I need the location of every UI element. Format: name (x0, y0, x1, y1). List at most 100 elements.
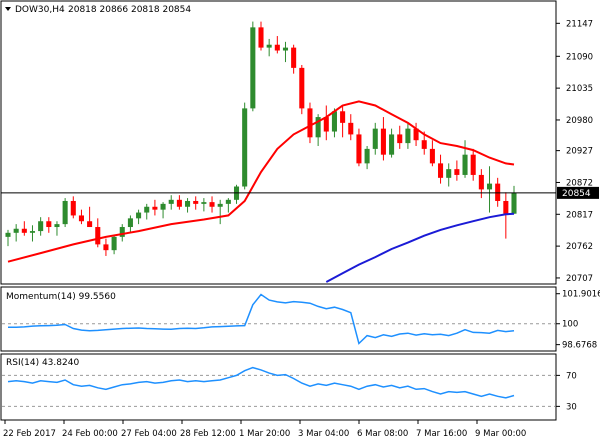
candle (70, 196, 76, 219)
candle (185, 198, 191, 213)
candle-body (152, 206, 158, 210)
x-tick-label: 9 Mar 00:00 (475, 429, 526, 439)
candle-body (348, 122, 354, 135)
candle-body (307, 108, 313, 138)
candle-body (13, 228, 19, 233)
x-tick-label: 1 Mar 20:00 (239, 429, 290, 439)
candle (21, 221, 27, 236)
candle (446, 163, 452, 187)
candle-body (438, 163, 444, 178)
candle-body (250, 27, 256, 109)
candle-body (103, 244, 109, 251)
candle-body (478, 174, 484, 190)
candle (438, 154, 444, 184)
candle (225, 198, 231, 213)
candle-body (176, 199, 182, 207)
candle-body (323, 117, 329, 132)
candle (62, 198, 68, 228)
candle-body (380, 128, 386, 155)
candle-body (111, 236, 117, 251)
candle-body (201, 202, 207, 204)
candle (307, 102, 313, 144)
candle (356, 128, 362, 167)
y-tick-label: 20707 (566, 274, 593, 284)
candle (282, 41, 289, 63)
candle (511, 185, 517, 214)
candle-body (421, 140, 427, 149)
y-tick-label: 21147 (566, 19, 593, 29)
x-tick-label: 28 Feb 12:00 (180, 429, 236, 439)
candle-body (429, 148, 435, 164)
candle-body (242, 108, 248, 187)
candle-body (258, 27, 264, 48)
x-tick-label: 24 Feb 00:00 (62, 429, 118, 439)
candle (503, 192, 509, 239)
candle-body (470, 154, 476, 175)
candle (119, 224, 125, 242)
candle (87, 206, 93, 228)
candle-body (46, 221, 52, 228)
y-tick-label: 20762 (566, 242, 593, 252)
candle-body (225, 199, 231, 204)
y-tick-label: 70 (566, 371, 577, 381)
candle-body (78, 215, 84, 222)
candle (405, 122, 411, 149)
candle-body (486, 183, 493, 190)
candle-body (405, 128, 411, 144)
candle (160, 202, 166, 219)
candle (348, 114, 354, 141)
candle-body (168, 199, 174, 204)
candle-body (372, 128, 378, 149)
candle (193, 196, 199, 210)
candle-body (127, 218, 133, 228)
moving-average-fast-line (7, 100, 515, 263)
candle-body (291, 47, 297, 68)
candle-body (299, 67, 305, 109)
y-tick-label: 21035 (566, 84, 593, 94)
candle (331, 108, 337, 138)
candle-body (364, 148, 370, 164)
candle (364, 146, 370, 170)
current-price-tag: 20854 (557, 186, 599, 199)
main-y-axis: 21147 21090 21035 20980 20927 20872 20817 20762… (556, 19, 593, 284)
candle (380, 117, 386, 161)
main-chart-header: DOW30,H4 20818 20866 20818 20854 (5, 5, 191, 15)
candle (413, 122, 419, 146)
candle-body (340, 111, 346, 123)
candle (29, 225, 36, 242)
candle-body (29, 231, 36, 233)
candle (454, 160, 460, 181)
rsi-line (7, 366, 515, 399)
rsi-title: RSI(14) 43.8240 (6, 358, 79, 368)
candle-body (503, 200, 509, 214)
candle (176, 195, 182, 210)
moving-average-slow-line (325, 212, 515, 283)
candle (54, 221, 60, 236)
candle-body (274, 44, 280, 51)
candle-body (511, 192, 517, 214)
rsi-y-axis: 70 30 (556, 371, 577, 412)
candle-body (356, 134, 362, 164)
candle-body (397, 134, 403, 144)
y-tick-label: 20927 (566, 147, 593, 157)
candle-body (446, 169, 452, 178)
candle (274, 36, 280, 54)
candle (209, 196, 215, 213)
x-tick-label: 6 Mar 08:00 (357, 429, 408, 439)
candlestick-series (5, 21, 517, 256)
candle-body (209, 202, 215, 207)
momentum-y-axis: 101.9016 100 98.6768 (556, 290, 600, 351)
candle-body (144, 206, 150, 213)
candle-body (495, 183, 501, 201)
x-axis: 22 Feb 2017 24 Feb 00:00 27 Feb 04:00 28 Fe… (3, 420, 526, 439)
candle (389, 128, 395, 158)
candle (217, 199, 223, 225)
candle (250, 21, 256, 112)
candle-body (185, 200, 191, 207)
momentum-frame (0, 286, 557, 352)
candle (291, 44, 297, 74)
candle-body (413, 128, 419, 141)
candle-body (70, 200, 76, 216)
